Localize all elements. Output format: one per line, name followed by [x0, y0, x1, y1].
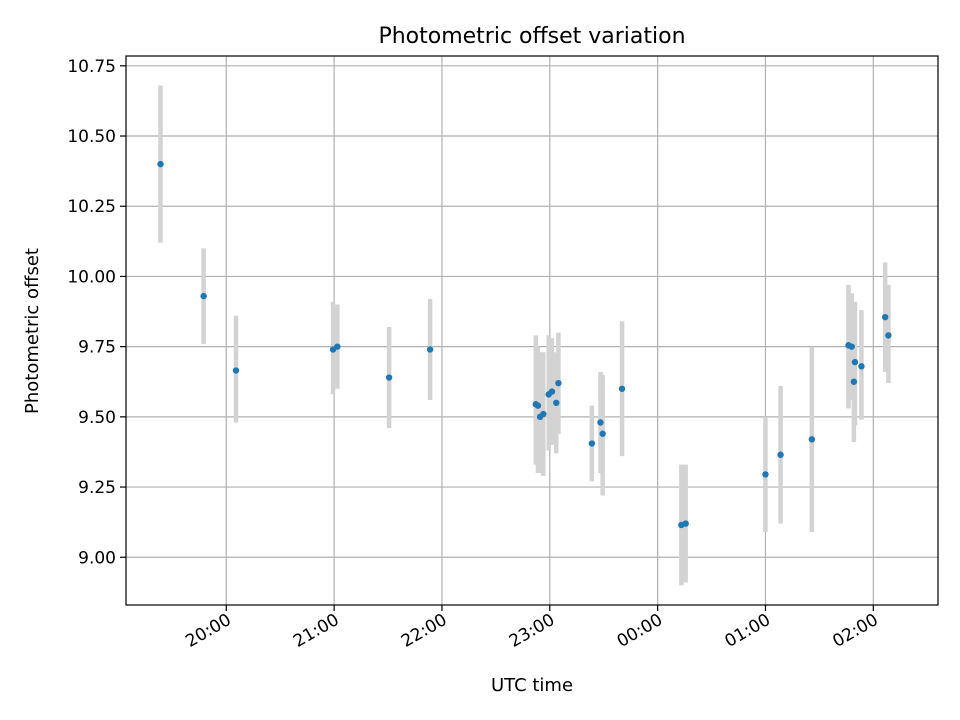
data-point	[597, 419, 604, 426]
data-point	[762, 471, 769, 478]
data-point	[808, 436, 816, 443]
data-point	[534, 402, 542, 409]
data-point	[588, 440, 596, 447]
y-tick-label: 9.75	[78, 338, 116, 358]
data-point	[232, 367, 240, 374]
data-point	[540, 410, 547, 418]
data-point	[385, 374, 393, 381]
y-tick-label: 10.25	[67, 197, 116, 217]
data-point	[682, 520, 689, 527]
data-point	[553, 399, 560, 407]
chart-title: Photometric offset variation	[378, 24, 685, 49]
data-point	[858, 363, 865, 370]
data-point	[548, 388, 556, 395]
plot-frame	[125, 55, 939, 606]
y-tick-label: 10.00	[67, 267, 116, 287]
data-point	[200, 292, 207, 300]
data-point	[881, 313, 889, 321]
data-point	[334, 343, 341, 350]
data-point	[157, 160, 164, 168]
y-axis-label: Photometric offset	[22, 248, 43, 414]
y-tick-label: 9.00	[78, 548, 116, 568]
data-point	[777, 451, 784, 458]
data-point	[555, 379, 562, 387]
y-tick-label: 10.75	[67, 57, 116, 77]
y-tick-label: 9.25	[78, 478, 116, 498]
plot-area	[126, 56, 938, 605]
data-point	[599, 430, 606, 437]
data-point	[850, 378, 858, 385]
y-axis: 9.00 9.25 9.50 9.75 10.00 10.25 10.50 10.75	[67, 57, 126, 568]
y-tick-label: 9.50	[78, 408, 116, 428]
data-point	[618, 385, 626, 392]
x-axis-label: UTC time	[491, 675, 573, 696]
data-point	[851, 358, 859, 366]
data-point	[885, 332, 892, 339]
grid	[126, 56, 938, 605]
data-point	[426, 346, 434, 353]
data-points	[157, 160, 892, 529]
data-point	[848, 343, 855, 350]
y-tick-label: 10.50	[67, 127, 116, 147]
